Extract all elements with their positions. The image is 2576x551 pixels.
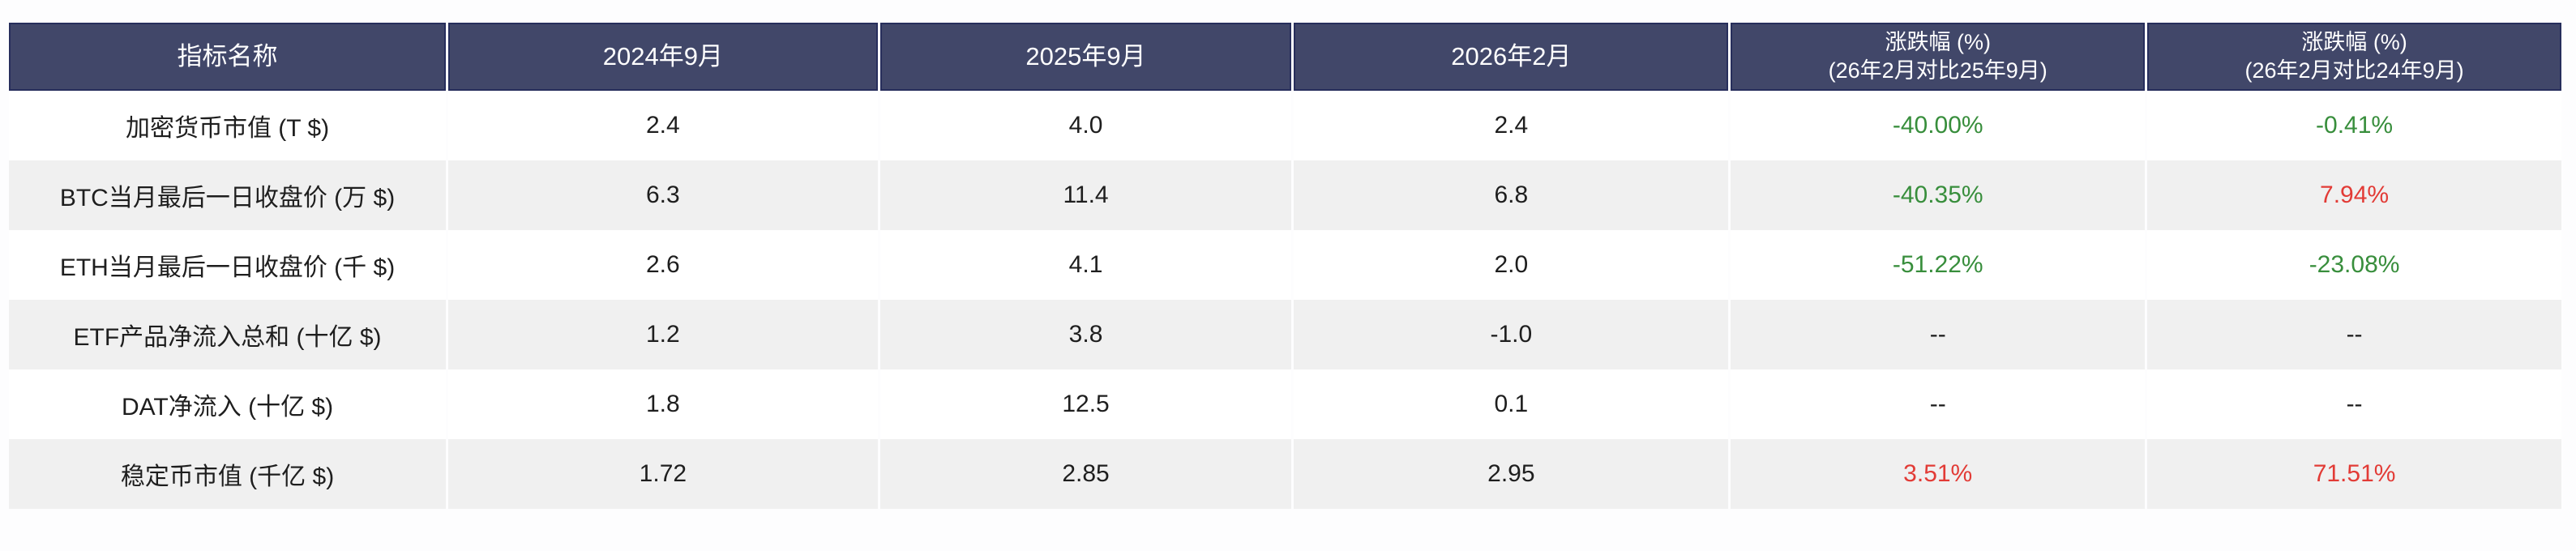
change-cell: -0.41%	[2147, 91, 2561, 160]
value-cell: 2.0	[1294, 230, 1729, 300]
change-cell: --	[2147, 369, 2561, 439]
table-body: 加密货币市值 (T $) 2.4 4.0 2.4 -40.00% -0.41% BTC当月最…	[9, 91, 2561, 509]
table-row-3: ETF产品净流入总和 (十亿 $) 1.2 3.8 -1.0 -- --	[9, 300, 2561, 369]
table-row-5: 稳定币市值 (千亿 $) 1.72 2.85 2.95 3.51% 71.51%	[9, 439, 2561, 509]
value-cell: 1.2	[448, 300, 878, 369]
value-cell: 2.85	[879, 439, 1292, 509]
indicator-name-cell: ETF产品净流入总和 (十亿 $)	[9, 300, 447, 369]
change-cell: 3.51%	[1731, 439, 2146, 509]
column-header-label: 涨跌幅 (%)	[2301, 29, 2407, 54]
value-cell: 11.4	[879, 160, 1292, 230]
indicator-name-cell: DAT净流入 (十亿 $)	[9, 369, 447, 439]
table-header: 指标名称 2024年9月 2025年9月 2026年2月 涨跌幅 (%) (26年2月对比…	[9, 23, 2561, 91]
column-header-label: 2026年2月	[1451, 42, 1572, 71]
value-cell: 3.8	[879, 300, 1292, 369]
change-cell: 71.51%	[2147, 439, 2561, 509]
change-cell: -40.35%	[1731, 160, 2146, 230]
table-row-0: 加密货币市值 (T $) 2.4 4.0 2.4 -40.00% -0.41%	[9, 91, 2561, 160]
table-row-4: DAT净流入 (十亿 $) 1.8 12.5 0.1 -- --	[9, 369, 2561, 439]
column-header-sublabel: (26年2月对比25年9月)	[1828, 58, 2048, 83]
column-header-label: 指标名称	[177, 42, 278, 71]
value-cell: 6.3	[448, 160, 878, 230]
value-cell: 12.5	[879, 369, 1292, 439]
indicator-name-cell: ETH当月最后一日收盘价 (千 $)	[9, 230, 447, 300]
column-header-3: 2026年2月	[1294, 23, 1729, 91]
column-header-0: 指标名称	[9, 23, 447, 91]
column-header-label: 涨跌幅 (%)	[1885, 29, 1991, 54]
table-row-2: ETH当月最后一日收盘价 (千 $) 2.6 4.1 2.0 -51.22% -23.08…	[9, 230, 2561, 300]
change-cell: 7.94%	[2147, 160, 2561, 230]
change-cell: -40.00%	[1731, 91, 2146, 160]
crypto-indicators-table: 指标名称 2024年9月 2025年9月 2026年2月 涨跌幅 (%) (26年2月对比…	[6, 23, 2564, 509]
crypto-indicators-table-wrap: 指标名称 2024年9月 2025年9月 2026年2月 涨跌幅 (%) (26年2月对比…	[6, 23, 2564, 509]
column-header-4: 涨跌幅 (%) (26年2月对比25年9月)	[1731, 23, 2146, 91]
change-cell: --	[2147, 300, 2561, 369]
indicator-name-cell: 稳定币市值 (千亿 $)	[9, 439, 447, 509]
value-cell: 2.95	[1294, 439, 1729, 509]
value-cell: 2.4	[448, 91, 878, 160]
change-cell: -23.08%	[2147, 230, 2561, 300]
header-row: 指标名称 2024年9月 2025年9月 2026年2月 涨跌幅 (%) (26年2月对比…	[9, 23, 2561, 91]
indicator-name-cell: BTC当月最后一日收盘价 (万 $)	[9, 160, 447, 230]
column-header-label: 2024年9月	[602, 42, 723, 71]
column-header-1: 2024年9月	[448, 23, 878, 91]
change-cell: --	[1731, 300, 2146, 369]
value-cell: 2.6	[448, 230, 878, 300]
value-cell: 1.72	[448, 439, 878, 509]
value-cell: 4.1	[879, 230, 1292, 300]
change-cell: --	[1731, 369, 2146, 439]
value-cell: -1.0	[1294, 300, 1729, 369]
value-cell: 0.1	[1294, 369, 1729, 439]
value-cell: 1.8	[448, 369, 878, 439]
value-cell: 4.0	[879, 91, 1292, 160]
column-header-label: 2025年9月	[1025, 42, 1146, 71]
column-header-5: 涨跌幅 (%) (26年2月对比24年9月)	[2147, 23, 2561, 91]
value-cell: 6.8	[1294, 160, 1729, 230]
value-cell: 2.4	[1294, 91, 1729, 160]
change-cell: -51.22%	[1731, 230, 2146, 300]
table-row-1: BTC当月最后一日收盘价 (万 $) 6.3 11.4 6.8 -40.35% 7.94%	[9, 160, 2561, 230]
indicator-name-cell: 加密货币市值 (T $)	[9, 91, 447, 160]
column-header-2: 2025年9月	[879, 23, 1292, 91]
column-header-sublabel: (26年2月对比24年9月)	[2244, 58, 2464, 83]
